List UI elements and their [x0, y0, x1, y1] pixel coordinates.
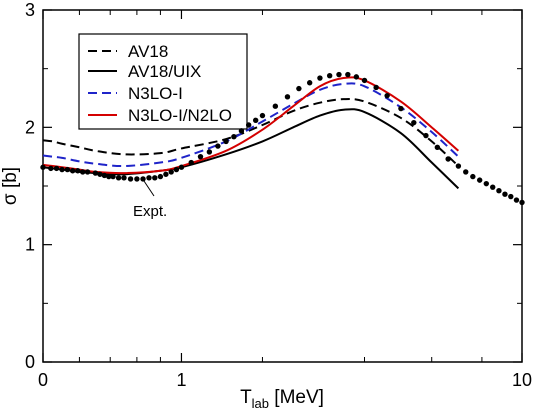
expt-data-point [373, 84, 379, 91]
expt-data-point [178, 164, 185, 170]
expt-data-point [215, 143, 221, 149]
legend-box [78, 33, 248, 130]
expt-data-point [519, 199, 525, 206]
expt-data-point [127, 176, 134, 182]
expt-data-point [173, 166, 180, 173]
expt-data-point [48, 165, 54, 172]
expt-data-point [157, 173, 164, 180]
expt-data-point [455, 163, 462, 169]
expt-annotation-label: Expt. [133, 203, 167, 220]
expt-data-point [336, 71, 342, 78]
x-tick-label: 0 [38, 370, 48, 390]
expt-data-point [75, 168, 81, 174]
expt-data-point [411, 119, 417, 126]
expt-data-point [152, 175, 158, 181]
expt-data-point [361, 77, 368, 84]
expt-data-point [317, 75, 323, 81]
y-tick-label: 1 [25, 235, 35, 255]
x-axis-title: Tlab [MeV] [240, 387, 324, 411]
experiment-points [40, 71, 525, 206]
y-tick-label: 3 [25, 0, 35, 20]
expt-data-point [502, 191, 508, 197]
expt-data-point [326, 73, 333, 79]
expt-data-point [168, 169, 174, 175]
expt-data-point [259, 112, 266, 119]
expt-data-point [106, 173, 112, 180]
expt-data-point [134, 176, 140, 182]
expt-data-point [101, 172, 108, 179]
expt-data-point [398, 105, 404, 112]
expt-data-point [470, 173, 476, 180]
expt-data-point [252, 117, 259, 123]
y-axis-title: σ [b] [0, 167, 21, 205]
expt-data-point [423, 132, 429, 139]
x-axis-title-sub: lab [252, 396, 269, 411]
expt-data-point [110, 173, 116, 180]
expt-data-point [206, 149, 213, 155]
expt-data-point [284, 94, 291, 100]
expt-data-point [223, 138, 229, 145]
expt-data-point [238, 128, 245, 134]
expt-data-point [434, 144, 441, 150]
expt-data-point [97, 171, 103, 177]
y-tick-label: 0 [25, 352, 35, 372]
legend-label: AV18/UIX [128, 62, 201, 81]
expt-data-point [69, 168, 76, 174]
y-tick-label: 2 [25, 117, 35, 137]
y-axis-ticks: 0 1 2 3 [25, 0, 522, 372]
x-tick-label: 1 [176, 370, 186, 390]
expt-data-point [115, 175, 122, 181]
expt-data-point [476, 177, 483, 183]
expt-data-point [64, 166, 71, 173]
legend-label: N3LO-I/N2LO [128, 106, 232, 125]
expt-data-point [231, 134, 237, 140]
expt-data-point [146, 175, 152, 181]
expt-data-point [40, 164, 46, 170]
expt-data-point [490, 184, 496, 190]
expt-data-point [245, 122, 252, 128]
expt-data-point [53, 165, 60, 172]
expt-data-point [496, 187, 502, 194]
expt-data-point [80, 169, 86, 175]
expt-data-point [92, 170, 99, 176]
expt-data-point [345, 71, 351, 78]
x-axis-title-main: T [240, 387, 252, 408]
expt-data-point [197, 153, 204, 160]
x-axis-title-unit: [MeV] [269, 387, 324, 408]
expt-data-point [188, 159, 194, 166]
legend-label: AV18 [128, 42, 168, 61]
expt-data-point [59, 166, 65, 173]
expt-data-point [296, 85, 302, 92]
expt-data-point [508, 193, 514, 200]
expt-data-point [84, 169, 91, 175]
expt-data-point [121, 175, 127, 181]
expt-data-point [140, 176, 146, 182]
expt-data-point [445, 156, 451, 162]
expt-data-point [384, 92, 390, 99]
x-axis-ticks: 0 1 10 [38, 10, 532, 390]
expt-data-point [272, 103, 279, 109]
expt-data-point [483, 180, 489, 187]
expt-data-point [463, 169, 469, 175]
expt-data-point [163, 171, 169, 177]
expt-data-point [353, 74, 360, 80]
legend-label: N3LO-I [128, 84, 183, 103]
expt-data-point [513, 197, 520, 203]
x-tick-label: 10 [512, 370, 532, 390]
expt-data-point [306, 80, 313, 86]
